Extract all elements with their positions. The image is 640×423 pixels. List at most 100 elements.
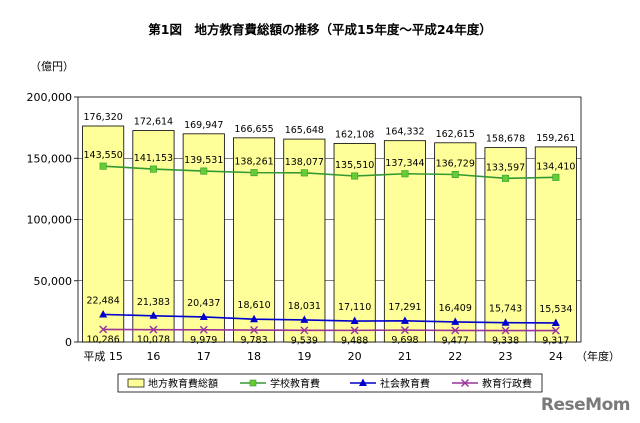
point-value-label: 141,153 <box>134 153 173 164</box>
data-point <box>200 167 208 175</box>
series-line <box>103 165 556 180</box>
chart-title: 第1図 地方教育費総額の推移（平成15年度～平成24年度） <box>148 22 492 37</box>
point-value-label: 10,078 <box>137 335 170 346</box>
data-point <box>250 314 259 323</box>
point-value-label: 138,077 <box>285 157 324 168</box>
legend-item: 社会教育費 <box>350 377 430 390</box>
bar-value-label: 176,320 <box>84 112 123 123</box>
x-tick-label: 平成 15 <box>83 350 123 363</box>
bar-value-label: 172,614 <box>134 117 173 128</box>
point-value-label: 139,531 <box>184 155 223 166</box>
y-tick-label: 50,000 <box>34 275 73 288</box>
legend-box <box>117 373 543 393</box>
point-value-label: 16,409 <box>439 303 472 314</box>
legend-label: 学校教育費 <box>270 377 320 390</box>
point-value-label: 134,410 <box>536 161 575 172</box>
data-point <box>451 326 460 335</box>
x-tick-label: 16 <box>146 350 160 363</box>
legend-item: 学校教育費 <box>240 377 320 390</box>
data-point <box>149 325 158 334</box>
point-value-label: 9,698 <box>391 335 418 346</box>
point-value-label: 133,597 <box>486 162 525 173</box>
point-value-label: 9,783 <box>240 335 267 346</box>
data-point <box>300 326 309 335</box>
legend-marker <box>461 379 469 387</box>
x-tick-label: 19 <box>297 350 311 363</box>
point-value-label: 15,534 <box>539 304 572 315</box>
data-point <box>199 325 208 334</box>
data-point <box>300 315 309 323</box>
point-value-label: 9,338 <box>492 336 519 347</box>
bar-value-labels: 176,320 172,614 169,947 166,655 165,648 162,1… <box>84 112 576 145</box>
data-point <box>199 312 208 320</box>
line-series-group: 143,550 141,153 139,531 138,261 138,077 135,5… <box>84 150 575 182</box>
data-point <box>451 317 460 325</box>
line-series: 143,550 141,153 139,531 138,261 138,077 135,5… <box>84 150 576 346</box>
x-tick-label: 24 <box>549 350 563 363</box>
x-tick-label: 22 <box>448 350 462 363</box>
data-point <box>551 318 560 326</box>
bar-value-label: 164,332 <box>385 127 424 138</box>
y-tick-label: 150,000 <box>27 152 73 165</box>
y-ticks: 0 50,000 100,000 150,000 200,000 <box>27 91 78 349</box>
data-point <box>99 162 107 170</box>
x-ticks: 平成 15 16 17 18 19 20 21 22 23 24 <box>83 350 562 363</box>
point-value-label: 9,477 <box>442 335 469 346</box>
data-point <box>350 316 359 325</box>
data-point <box>552 173 560 181</box>
point-value-label: 136,729 <box>436 159 475 170</box>
bar <box>82 125 125 343</box>
x-axis-label: （年度） <box>576 349 620 363</box>
x-tick-label: 21 <box>398 350 412 363</box>
data-point <box>149 311 158 319</box>
data-point <box>400 326 409 335</box>
point-value-label: 138,261 <box>234 157 273 168</box>
legend-label: 社会教育費 <box>380 377 430 390</box>
data-point <box>250 326 259 335</box>
data-point <box>350 326 359 335</box>
series-line <box>103 313 556 324</box>
legend-label: 地方教育費総額 <box>148 377 218 390</box>
point-value-label: 21,383 <box>137 297 170 308</box>
data-point <box>501 326 510 335</box>
point-value-label: 22,484 <box>87 295 120 306</box>
data-point <box>99 325 108 334</box>
point-value-label: 9,317 <box>542 336 569 347</box>
bar <box>233 137 276 343</box>
data-point <box>149 165 157 173</box>
data-point <box>351 172 359 180</box>
series-line <box>103 328 556 332</box>
y-tick-label: 0 <box>65 336 72 349</box>
y-axis-label: （億円） <box>30 60 74 73</box>
legend-item: 地方教育費総額 <box>127 377 218 390</box>
y-tick-label: 100,000 <box>27 214 73 227</box>
bar-value-label: 166,655 <box>234 124 273 135</box>
x-tick-label: 20 <box>348 350 362 363</box>
y-tick-label: 200,000 <box>27 91 73 104</box>
legend: 地方教育費総額 学校教育費 社会教育費 教育行政費 <box>117 373 543 393</box>
data-point <box>501 318 510 326</box>
point-value-label: 18,610 <box>237 300 270 311</box>
point-value-label: 9,488 <box>341 335 368 346</box>
point-value-label: 18,031 <box>288 301 321 312</box>
legend-swatch <box>127 378 145 388</box>
point-value-label: 9,979 <box>190 335 217 346</box>
legend-item: 教育行政費 <box>452 377 532 390</box>
point-value-label: 20,437 <box>187 298 220 309</box>
bar-value-label: 158,678 <box>486 134 525 145</box>
bar-value-label: 162,108 <box>335 129 374 140</box>
line-series-group: 22,484 21,383 20,437 18,610 18,031 17,110 17,2… <box>87 295 572 326</box>
bar-value-label: 162,615 <box>436 129 475 140</box>
data-point <box>451 171 459 179</box>
data-point <box>250 169 258 177</box>
point-value-label: 17,110 <box>338 302 371 313</box>
x-tick-label: 18 <box>247 350 261 363</box>
legend-label: 教育行政費 <box>482 377 532 390</box>
point-value-label: 143,550 <box>84 150 123 161</box>
data-point <box>401 170 409 178</box>
data-point <box>300 169 308 177</box>
x-tick-label: 17 <box>197 350 211 363</box>
point-value-label: 9,539 <box>291 335 318 346</box>
point-value-label: 137,344 <box>385 158 424 169</box>
